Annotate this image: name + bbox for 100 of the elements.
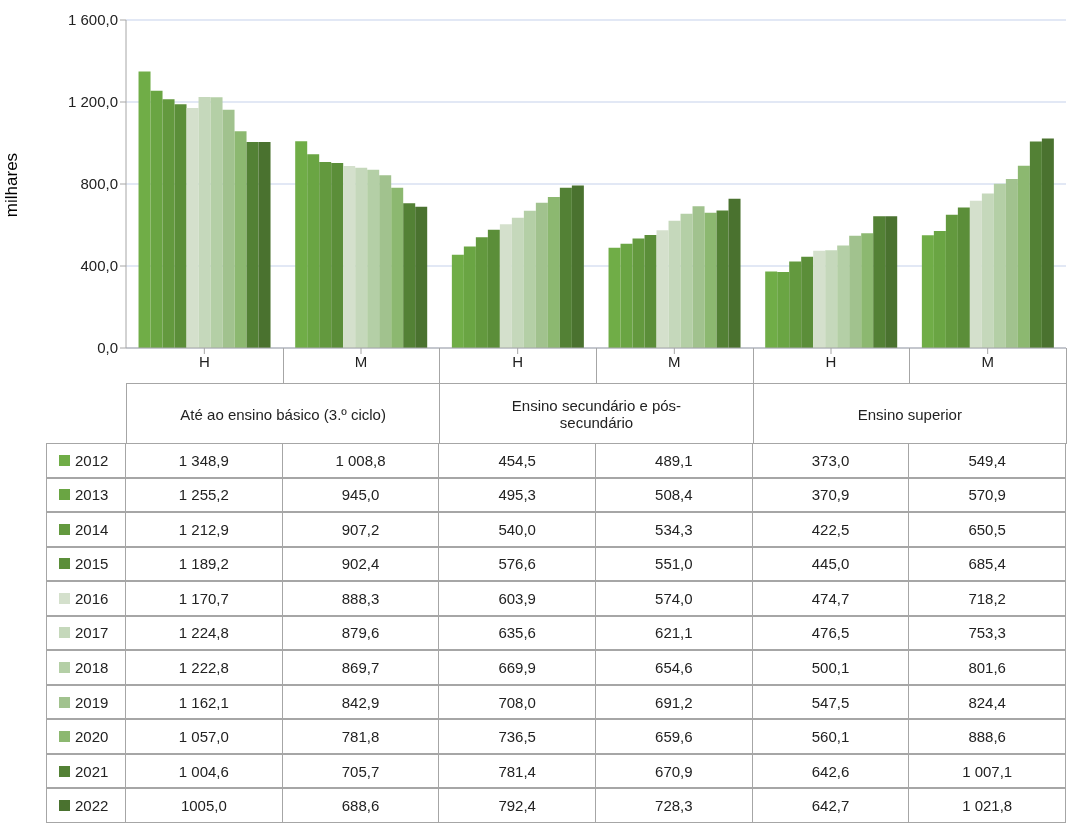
bar — [415, 206, 428, 348]
bar — [391, 187, 404, 348]
data-label: 688,6 — [282, 788, 440, 823]
data-label: 670,9 — [596, 753, 753, 789]
data-label: 1 162,1 — [126, 684, 283, 720]
data-label: 691,2 — [596, 684, 753, 720]
data-label: 642,7 — [752, 788, 910, 823]
data-label: 603,9 — [439, 581, 596, 616]
data-label: 1 021,8 — [909, 788, 1066, 823]
data-label: 534,3 — [596, 512, 753, 547]
data-label: 549,4 — [909, 443, 1066, 478]
legend-label: 2021 — [75, 762, 109, 780]
bar — [873, 216, 886, 348]
bar — [403, 203, 416, 348]
bar — [186, 108, 199, 348]
legend-label: 2017 — [75, 624, 109, 642]
bar — [1029, 141, 1042, 348]
bar — [837, 245, 850, 348]
data-label: 824,4 — [909, 684, 1066, 720]
text: Ensino secundário e pós-secundário — [440, 384, 754, 444]
bar — [210, 97, 223, 348]
data-label: 753,3 — [909, 615, 1066, 651]
bar — [981, 193, 994, 348]
bar — [343, 165, 356, 348]
data-label: 708,0 — [439, 684, 596, 720]
data-label: 869,7 — [282, 650, 440, 685]
data-label: 669,9 — [439, 650, 596, 685]
data-label: 736,5 — [439, 719, 596, 754]
x-tick-label: M — [668, 352, 681, 370]
data-label: 489,1 — [596, 443, 753, 478]
bar — [222, 109, 235, 348]
data-label: 551,0 — [596, 546, 753, 582]
data-label: 801,6 — [909, 650, 1066, 685]
data-label: 718,2 — [909, 581, 1066, 616]
data-label: 1 008,8 — [282, 443, 440, 478]
bar — [825, 250, 838, 348]
bar — [849, 235, 862, 348]
bar — [728, 198, 741, 348]
x-tick-label: M — [981, 352, 994, 370]
data-label: 654,6 — [596, 650, 753, 685]
data-label: 1005,0 — [126, 788, 283, 823]
bar — [571, 185, 584, 348]
data-label: 476,5 — [752, 615, 910, 651]
data-label: 945,0 — [282, 477, 440, 513]
bar — [692, 206, 705, 348]
data-label: 888,3 — [282, 581, 440, 616]
bar — [198, 96, 211, 348]
y-tick-label: 1 600,0 — [67, 11, 118, 29]
data-label: 540,0 — [439, 512, 596, 547]
bar — [547, 197, 560, 348]
y-tick-label: 800,0 — [80, 175, 118, 193]
data-label: 879,6 — [282, 615, 440, 651]
data-label: 659,6 — [596, 719, 753, 754]
legend-label: 2022 — [75, 797, 109, 815]
data-label: 635,6 — [439, 615, 596, 651]
y-axis-title: milhares — [2, 152, 22, 218]
legend-label: 2018 — [75, 659, 109, 677]
data-label: 1 004,6 — [126, 753, 283, 789]
data-label: 888,6 — [909, 719, 1066, 754]
data-label: 642,6 — [752, 753, 910, 789]
data-label: 1 212,9 — [126, 512, 283, 547]
data-label: 1 189,2 — [126, 546, 283, 582]
data-label: 1 255,2 — [126, 477, 283, 513]
bar — [716, 210, 729, 348]
data-label: 508,4 — [596, 477, 753, 513]
data-label: 1 348,9 — [126, 443, 283, 478]
data-label: 650,5 — [909, 512, 1066, 547]
data-label: 705,7 — [282, 753, 440, 789]
data-label: 728,3 — [596, 788, 753, 823]
data-label: 1 222,8 — [126, 650, 283, 685]
data-label: 842,9 — [282, 684, 440, 720]
bar — [246, 142, 259, 348]
data-label: 781,8 — [282, 719, 440, 754]
bar — [379, 175, 392, 348]
bar — [499, 224, 512, 348]
legend-label: 2019 — [75, 693, 109, 711]
bar — [993, 183, 1006, 348]
data-label: 373,0 — [752, 443, 910, 478]
bar — [813, 250, 826, 348]
bar — [668, 220, 681, 348]
data-label: 1 224,8 — [126, 615, 283, 651]
data-label: 574,0 — [596, 581, 753, 616]
x-tick-label: H — [198, 352, 210, 370]
data-label: 1 057,0 — [126, 719, 283, 754]
text: Ensino superior — [753, 384, 1067, 444]
data-label: 422,5 — [752, 512, 910, 547]
legend-label: 2015 — [75, 555, 109, 573]
bar — [1041, 138, 1054, 348]
legend-label: 2012 — [75, 451, 109, 469]
data-label: 1 170,7 — [126, 581, 283, 616]
x-tick-label: H — [825, 352, 837, 370]
data-label: 445,0 — [752, 546, 910, 582]
data-label: 560,1 — [752, 719, 910, 754]
data-label: 547,5 — [752, 684, 910, 720]
data-label: 370,9 — [752, 477, 910, 513]
bar — [559, 187, 572, 348]
bar — [680, 213, 693, 348]
data-label: 1 007,1 — [909, 753, 1066, 789]
bar — [969, 200, 982, 348]
data-label: 474,7 — [752, 581, 910, 616]
